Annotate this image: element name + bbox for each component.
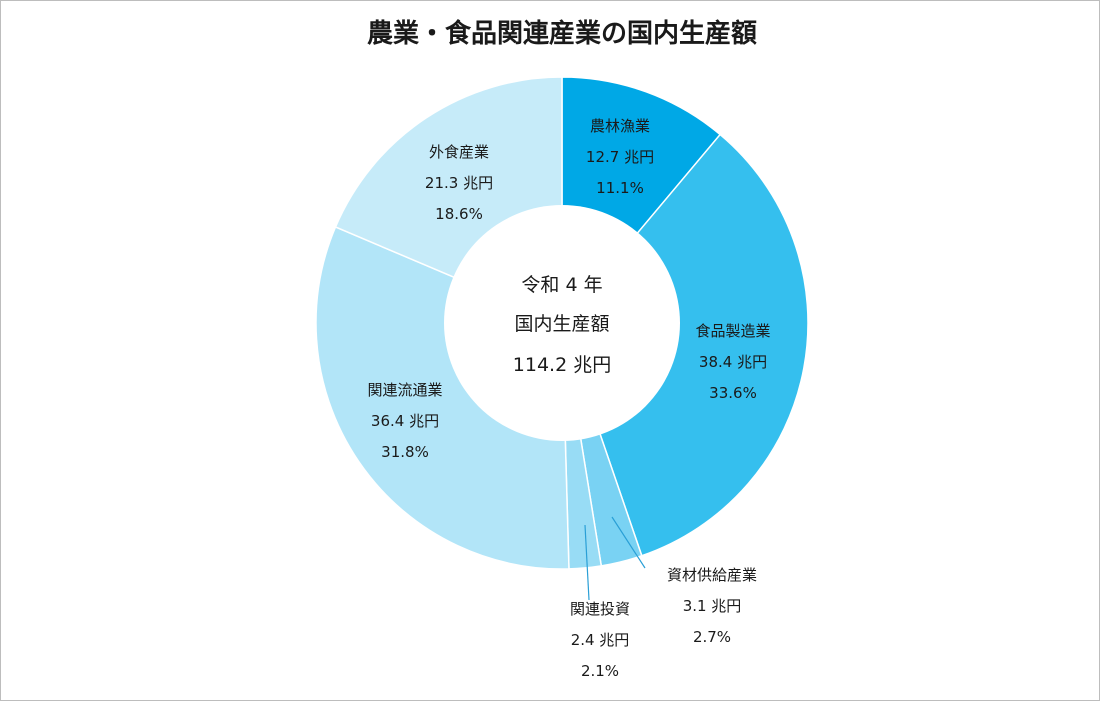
label-food-service-value: 21.3 兆円: [425, 174, 493, 192]
label-related-distribution-percent: 31.8%: [381, 443, 429, 461]
label-material-supply-percent: 2.7%: [693, 628, 731, 646]
label-material-supply-name: 資材供給産業: [667, 566, 757, 584]
label-food-manufacturing-percent: 33.6%: [709, 384, 757, 402]
chart-title: 農業・食品関連産業の国内生産額: [367, 18, 757, 49]
donut-hole: [444, 205, 680, 441]
label-related-investment-value: 2.4 兆円: [571, 631, 630, 649]
label-material-supply-value: 3.1 兆円: [683, 597, 742, 615]
label-related-distribution-name: 関連流通業: [367, 381, 442, 399]
slice-labels: 農林漁業 12.7 兆円 11.1% 食品製造業 38.4 兆円 33.6% 資材供給産業 3…: [367, 117, 770, 680]
label-agri-forestry-fishery-value: 12.7 兆円: [586, 148, 654, 166]
label-related-investment-percent: 2.1%: [581, 662, 619, 680]
label-related-investment-name: 関連投資: [570, 600, 630, 618]
label-food-manufacturing-value: 38.4 兆円: [699, 353, 767, 371]
label-food-service-percent: 18.6%: [435, 205, 483, 223]
label-food-service-name: 外食産業: [429, 143, 489, 161]
center-label-year: 令和 4 年: [521, 274, 602, 296]
leader-line-material-supply: [611, 516, 646, 569]
label-related-distribution-value: 36.4 兆円: [371, 412, 439, 430]
label-agri-forestry-fishery-name: 農林漁業: [590, 117, 650, 135]
label-agri-forestry-fishery-percent: 11.1%: [596, 179, 644, 197]
leader-lines: [584, 516, 646, 601]
label-food-manufacturing-name: 食品製造業: [695, 322, 770, 340]
center-label-caption: 国内生産額: [514, 313, 609, 335]
slice-food-manufacturing: [561, 133, 809, 557]
leader-line-related-investment: [584, 524, 590, 601]
center-label-total: 114.2 兆円: [513, 354, 611, 376]
